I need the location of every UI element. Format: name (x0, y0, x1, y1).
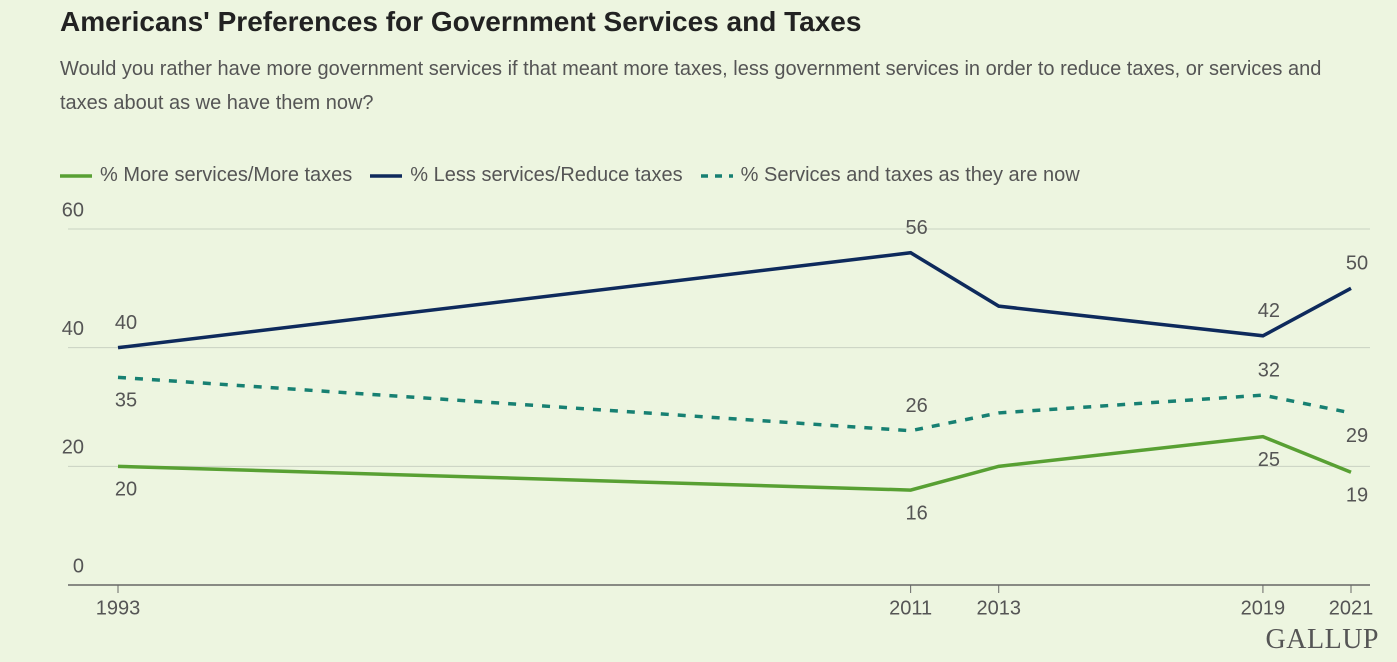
legend-label: % Less services/Reduce taxes (410, 164, 683, 186)
data-label: 32 (1258, 359, 1280, 381)
legend-swatch (370, 173, 403, 178)
legend-swatch (700, 173, 733, 178)
data-label: 50 (1346, 253, 1368, 275)
x-tick-label: 2021 (1329, 597, 1374, 619)
legend-item: % Less services/Reduce taxes (370, 164, 683, 187)
y-tick-label: 20 (62, 437, 84, 459)
legend-swatch (60, 173, 92, 178)
data-label: 56 (906, 217, 928, 239)
legend-item: % More services/More taxes (60, 164, 352, 187)
legend-label: % Services and taxes as they are now (740, 164, 1080, 186)
series-line (117, 434, 1352, 492)
series-line (117, 250, 1352, 350)
x-tick-label: 1993 (96, 597, 141, 619)
y-tick-label: 0 (73, 555, 84, 577)
data-label: 40 (115, 312, 137, 334)
chart-subtitle: Would you rather have more government se… (60, 58, 1322, 114)
data-label: 20 (115, 479, 137, 501)
data-label: 35 (115, 390, 137, 412)
data-label: 26 (906, 395, 928, 417)
data-label: 16 (906, 502, 928, 524)
x-tick-label: 2019 (1241, 597, 1286, 619)
data-label: 19 (1346, 485, 1368, 507)
chart-title: Americans' Preferences for Government Se… (60, 6, 862, 37)
data-label: 25 (1258, 449, 1280, 471)
legend-label: % More services/More taxes (100, 164, 353, 186)
source-logo: GALLUP (1265, 624, 1379, 655)
y-tick-label: 60 (62, 199, 84, 221)
legend-item: % Services and taxes as they are now (700, 164, 1080, 187)
y-tick-label: 40 (62, 318, 84, 340)
data-label: 29 (1346, 425, 1368, 447)
x-tick-label: 2011 (889, 597, 932, 619)
series-line (117, 375, 1352, 433)
data-label: 42 (1258, 300, 1280, 322)
legend: % More services/More taxes % Less service… (60, 164, 1080, 187)
x-tick-label: 2013 (976, 597, 1021, 619)
